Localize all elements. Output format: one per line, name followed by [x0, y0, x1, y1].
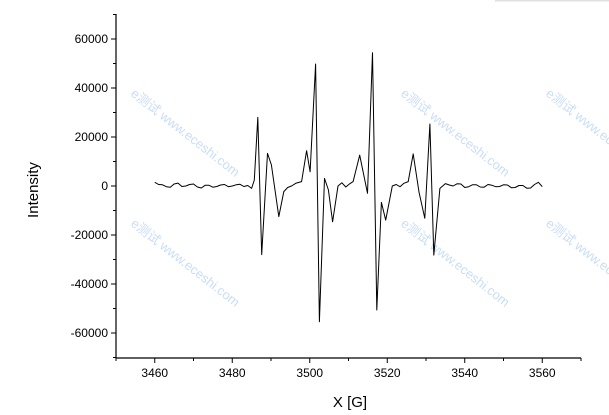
- y-tick-label: -60000: [71, 326, 109, 340]
- spectrum-line: [154, 52, 543, 323]
- watermark-text: e测试 www.eceshi.com: [543, 86, 609, 180]
- x-tick-label: 3560: [529, 366, 556, 380]
- y-tick-label: -40000: [71, 277, 109, 291]
- x-tick-label: 3540: [451, 366, 478, 380]
- y-tick-label: 20000: [75, 130, 109, 144]
- y-tick-label: 60000: [75, 32, 109, 46]
- axes: -60000 -40000 -20000 0 20000 40000 60000 3460 34…: [71, 14, 582, 380]
- watermark-text: e测试 www.eceshi.com: [398, 216, 513, 310]
- watermarks: e测试 www.eceshi.com e测试 www.eceshi.com e测试 …: [128, 86, 609, 310]
- x-tick-label: 3480: [219, 366, 246, 380]
- watermark-text: e测试 www.eceshi.com: [128, 216, 243, 310]
- x-axis-title: X [G]: [333, 394, 367, 411]
- x-tick-label: 3500: [296, 366, 323, 380]
- y-axis-title: Intensity: [25, 162, 42, 218]
- x-tick-label: 3460: [141, 366, 168, 380]
- top-right-fragment: [495, 0, 609, 2]
- y-tick-label: -20000: [71, 228, 109, 242]
- watermark-text: e测试 www.eceshi.com: [543, 216, 609, 310]
- watermark-text: e测试 www.eceshi.com: [128, 86, 243, 180]
- y-tick-label: 40000: [75, 81, 109, 95]
- x-tick-label: 3520: [374, 366, 401, 380]
- y-tick-label: 0: [101, 179, 108, 193]
